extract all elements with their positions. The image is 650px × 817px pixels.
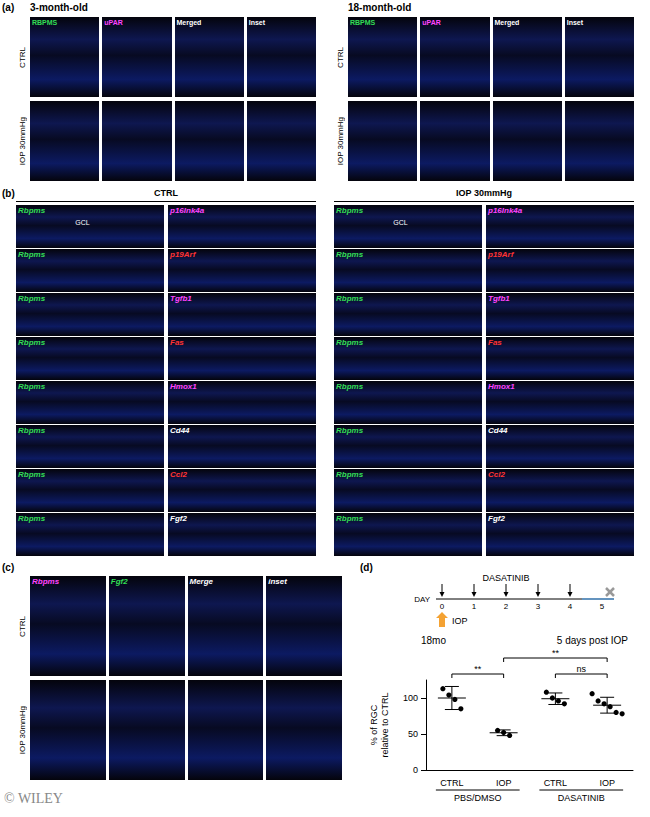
svg-text:ns: ns [576,664,586,674]
svg-text:**: ** [552,648,560,658]
html-text:(d): (d) [360,562,373,573]
svg-text:IOP: IOP [452,616,468,626]
svg-text:0: 0 [440,602,445,611]
html-text:Fgf2: Fgf2 [170,514,187,523]
html-text:Inset: Inset [248,19,266,26]
html-text:p16Ink4a: p16Ink4a [170,206,205,215]
html-text:p16Ink4a: p16Ink4a [488,206,523,215]
html-text:RBPMS: RBPMS [32,19,58,26]
html-text:(b): (b) [2,188,15,199]
html-text:Rbpms: Rbpms [336,382,364,391]
html-text:IOP 30mmHg: IOP 30mmHg [456,188,512,198]
svg-text:% of RGC: % of RGC [369,704,379,745]
html-text:uPAR: uPAR [104,19,123,26]
html-text:(a): (a) [2,2,15,13]
html-text:Merged: Merged [494,19,520,26]
svg-text:2: 2 [504,602,509,611]
html-text:Rbpms: Rbpms [336,250,364,259]
html-text:Hmox1: Hmox1 [488,382,515,391]
html-text:Rbpms: Rbpms [336,514,364,523]
html-text:Merge: Merge [189,577,214,586]
html-text:18-month-old: 18-month-old [348,2,412,13]
html-text:uPAR: uPAR [422,19,441,26]
html-text:Merged: Merged [176,19,202,26]
html-text:Fas: Fas [488,338,502,347]
svg-text:4: 4 [568,602,573,611]
html-text:Rbpms: Rbpms [18,294,46,303]
html-text:Rbpms: Rbpms [18,250,46,259]
html-text:Tgfb1: Tgfb1 [488,294,510,303]
svg-text:DAY: DAY [414,595,431,604]
html-text:Fgf2: Fgf2 [110,577,128,586]
html-text:Cd44: Cd44 [488,426,508,435]
html-text:Cd44: Cd44 [170,426,190,435]
html-text:Rbpms: Rbpms [18,382,46,391]
html-text:GCL: GCL [75,219,90,226]
svg-text:0: 0 [413,765,418,775]
html-text:IOP 30mmHg: IOP 30mmHg [336,116,345,166]
html-text:3-month-old: 3-month-old [30,2,88,13]
html-text:Rbpms: Rbpms [336,206,364,215]
svg-text:5: 5 [600,602,605,611]
html-text:Rbpms: Rbpms [32,577,60,586]
html-text:Tgfb1: Tgfb1 [170,294,192,303]
html-text:CTRL: CTRL [336,46,345,68]
html-text:Rbpms: Rbpms [336,470,364,479]
html-text:Ccl2: Ccl2 [488,470,505,479]
svg-text:18mo: 18mo [421,635,446,646]
html-text:CTRL: CTRL [154,188,178,198]
html-text:Rbpms: Rbpms [18,470,46,479]
html-text:Fgf2: Fgf2 [488,514,505,523]
html-text:Ccl2: Ccl2 [170,470,187,479]
html-text:Inset: Inset [566,19,584,26]
html-text:Hmox1: Hmox1 [170,382,197,391]
html-text:Rbpms: Rbpms [336,338,364,347]
svg-text:CTRL: CTRL [544,778,568,788]
html-text:Rbpms: Rbpms [336,294,364,303]
svg-text:5 days post IOP: 5 days post IOP [557,635,628,646]
svg-text:50: 50 [408,729,418,739]
html-text:Rbpms: Rbpms [18,338,46,347]
html-text:p19Arf: p19Arf [170,250,196,259]
html-text:CTRL: CTRL [18,46,27,68]
html-text:CTRL: CTRL [18,615,27,637]
html-text:RBPMS: RBPMS [350,19,376,26]
svg-text:100: 100 [403,693,418,703]
svg-text:IOP: IOP [496,778,512,788]
html-text:Rbpms: Rbpms [18,206,46,215]
html-text:IOP 30mmHg: IOP 30mmHg [18,705,27,755]
svg-text:PBS/DMSO: PBS/DMSO [454,793,502,803]
html-text:(c): (c) [2,562,15,573]
html-text:Rbpms: Rbpms [18,514,46,523]
svg-text:**: ** [474,664,482,674]
html-text:© WILEY: © WILEY [4,791,63,806]
html-text:p19Arf: p19Arf [488,250,514,259]
html-text:inset: inset [268,577,287,586]
html-text:Rbpms: Rbpms [18,426,46,435]
svg-text:CTRL: CTRL [440,778,464,788]
svg-text:DASATINIB: DASATINIB [483,573,530,583]
svg-text:IOP: IOP [599,778,615,788]
html-text:IOP 30mmHg: IOP 30mmHg [18,116,27,166]
html-text:GCL: GCL [393,219,408,226]
svg-text:DASATINIB: DASATINIB [558,793,605,803]
svg-text:1: 1 [472,602,477,611]
svg-text:3: 3 [536,602,541,611]
html-text:Rbpms: Rbpms [336,426,364,435]
html-text:Fas: Fas [170,338,184,347]
svg-text:relative to CTRL: relative to CTRL [380,692,390,757]
